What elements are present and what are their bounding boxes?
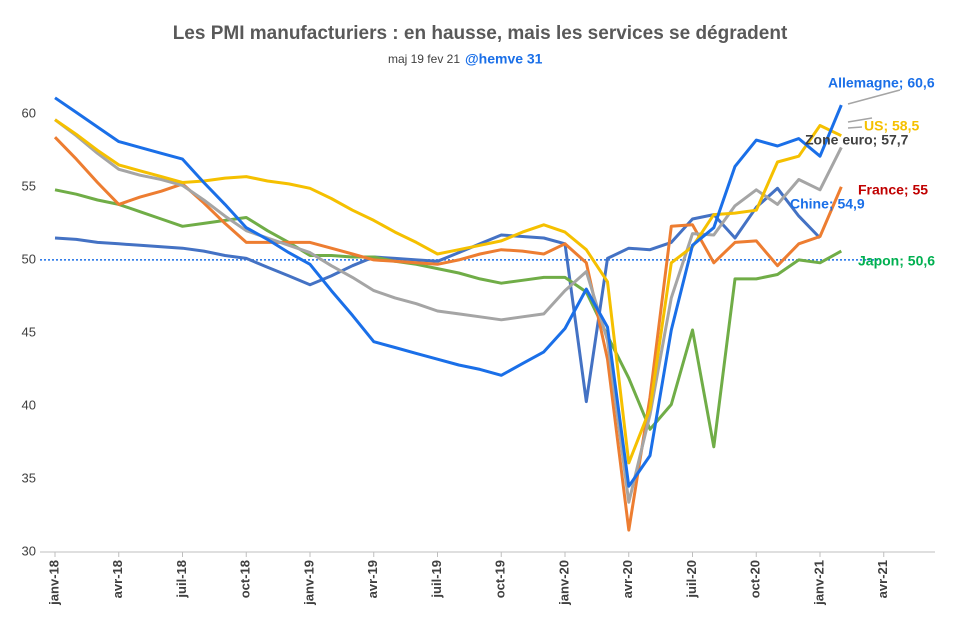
y-tick-label: 35 [22, 470, 36, 485]
x-tick-label: oct-20 [748, 560, 763, 598]
series-label: Japon; 50,6 [858, 253, 935, 269]
y-tick-label: 30 [22, 543, 36, 558]
x-tick-label: oct-19 [493, 560, 508, 598]
x-tick-label: avr-19 [365, 560, 380, 598]
x-tick-label: avr-18 [110, 560, 125, 598]
leader-line [847, 89, 901, 105]
series-label: Zone euro; 57,7 [805, 132, 909, 148]
chart-title: Les PMI manufacturiers : en hausse, mais… [173, 23, 788, 44]
series-label: US; 58,5 [864, 118, 919, 134]
y-tick-label: 50 [22, 251, 36, 266]
leader-line [847, 117, 873, 123]
series-line [54, 118, 843, 504]
series-label: France; 55 [858, 182, 928, 198]
series-line [54, 118, 842, 465]
y-tick-label: 45 [22, 324, 36, 339]
series-label: Chine; 54,9 [790, 196, 865, 212]
x-tick-label: juil-19 [429, 560, 444, 599]
series-line [54, 188, 843, 449]
x-tick-label: juil-20 [684, 560, 699, 599]
series-line [54, 186, 822, 404]
leader-line [847, 126, 863, 129]
y-tick-label: 55 [22, 178, 36, 193]
subtitle: maj 19 fev 21 [388, 52, 460, 66]
x-tick-label: janv-21 [811, 560, 826, 606]
y-tick-label: 40 [22, 397, 36, 412]
y-tick-label: 60 [22, 105, 36, 120]
x-tick-label: avr-21 [875, 560, 890, 598]
x-tick-label: janv-18 [46, 560, 61, 606]
series-line [54, 96, 843, 488]
x-tick-label: janv-19 [301, 560, 316, 606]
series-label: Allemagne; 60,6 [828, 75, 935, 91]
author: @hemve 31 [465, 51, 543, 67]
x-tick-label: janv-20 [556, 560, 571, 606]
x-tick-label: oct-18 [238, 560, 253, 598]
x-tick-label: juil-18 [174, 560, 189, 599]
x-tick-label: avr-20 [620, 560, 635, 598]
